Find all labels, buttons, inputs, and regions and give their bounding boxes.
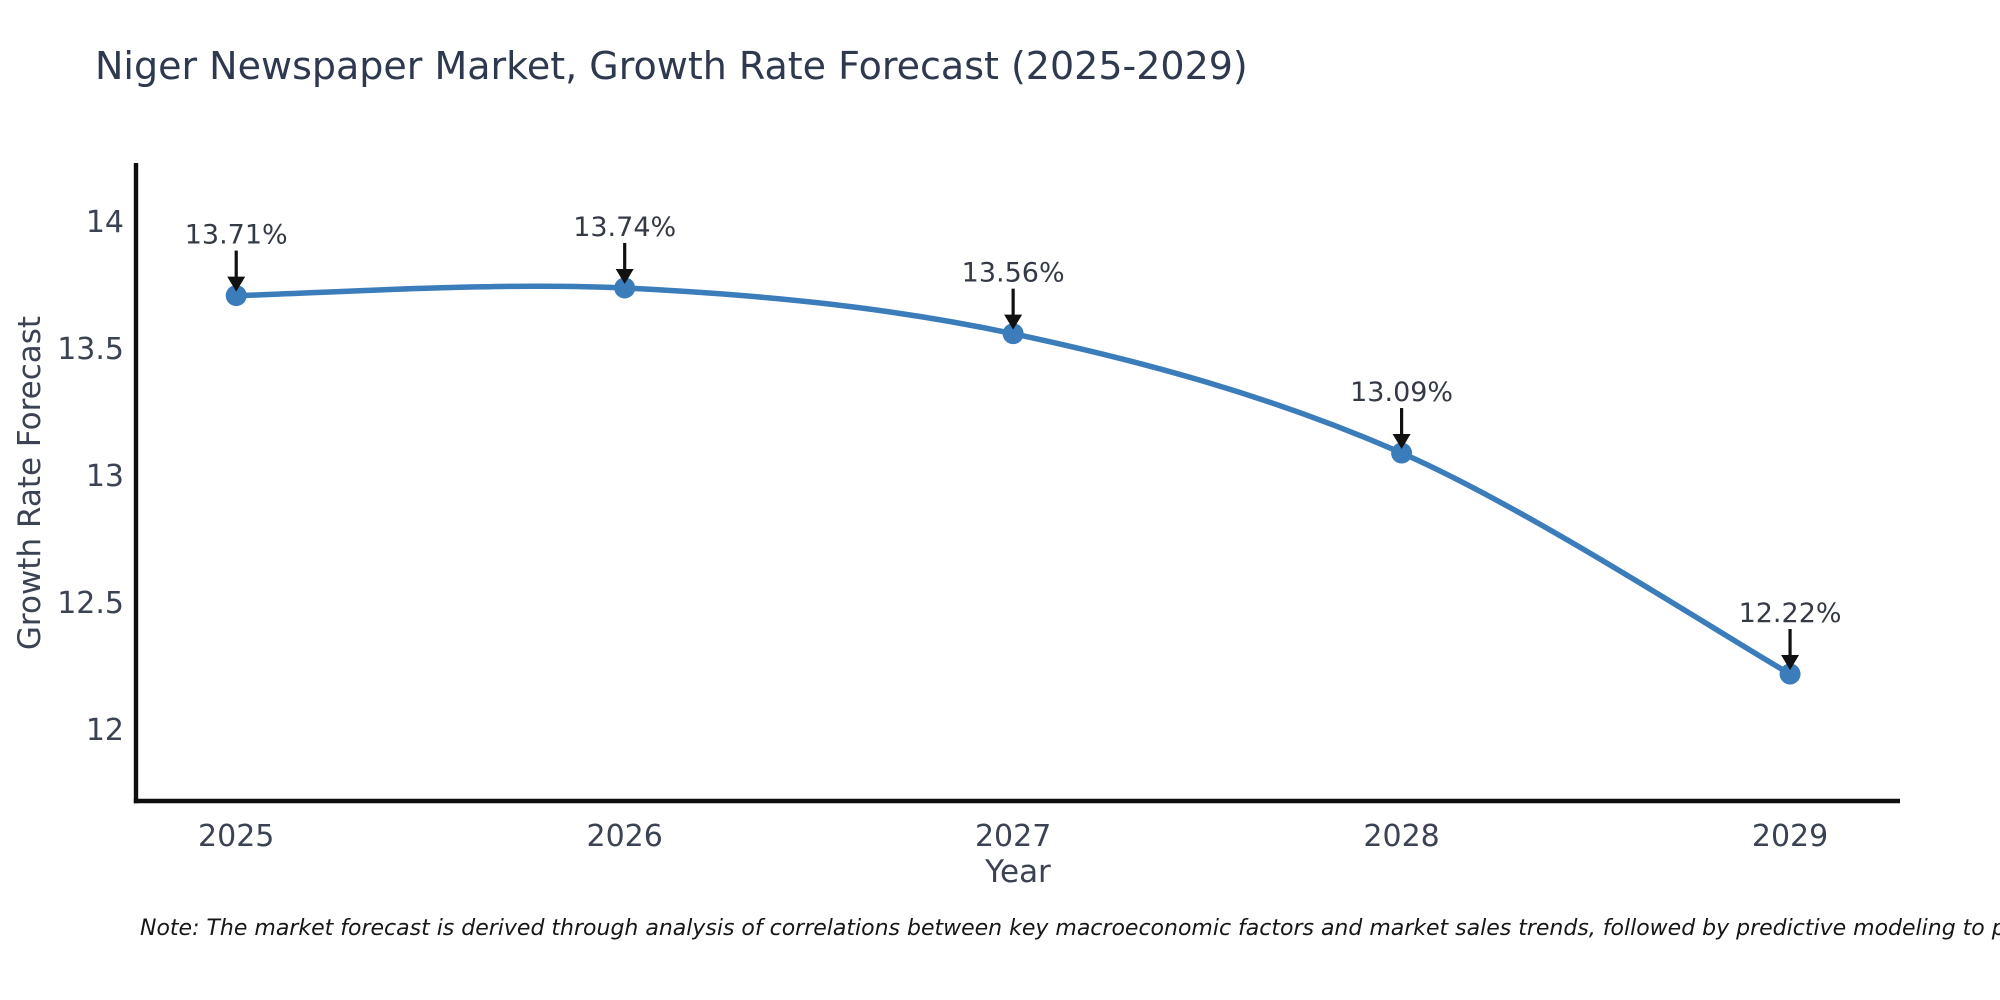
footnote: Note: The market forecast is derived thr… <box>140 916 2000 941</box>
y-tick-label: 14 <box>86 205 124 240</box>
data-point <box>1002 323 1024 345</box>
x-axis-title: Year <box>984 854 1051 890</box>
data-point-label: 13.71% <box>185 220 288 251</box>
forecast-line <box>233 283 1793 677</box>
x-tick-label: 2027 <box>975 819 1051 854</box>
annotation-arrow-head <box>1392 434 1411 450</box>
x-tick-label: 2029 <box>1752 819 1828 854</box>
plot-area: 12 12.5 13 13.5 14 2025 2026 2027 2028 2029 13.71%… <box>57 163 1900 854</box>
data-point-label: 13.74% <box>573 212 676 243</box>
data-point-label: 13.09% <box>1350 377 1453 408</box>
y-tick-label: 12.5 <box>57 586 124 621</box>
annotation-arrow-head <box>615 268 634 284</box>
chart-title: Niger Newspaper Market, Growth Rate Fore… <box>95 44 1248 88</box>
x-tick-label: 2026 <box>587 819 663 854</box>
y-axis-title: Growth Rate Forecast <box>12 316 48 650</box>
data-point <box>614 277 636 299</box>
data-point <box>1391 442 1413 464</box>
x-tick-label: 2025 <box>198 819 274 854</box>
x-tick-label: 2028 <box>1363 819 1439 854</box>
y-tick-label: 13.5 <box>57 332 124 367</box>
data-point-label: 12.22% <box>1739 598 1842 629</box>
y-tick-label: 13 <box>86 459 124 494</box>
data-point <box>1779 663 1801 685</box>
annotation-arrow-head <box>227 276 246 292</box>
y-tick-label: 12 <box>86 713 124 748</box>
data-point-label: 13.56% <box>962 258 1065 289</box>
annotation-arrow-head <box>1781 655 1800 671</box>
data-point <box>225 285 247 307</box>
annotation-arrow-head <box>1004 314 1023 330</box>
